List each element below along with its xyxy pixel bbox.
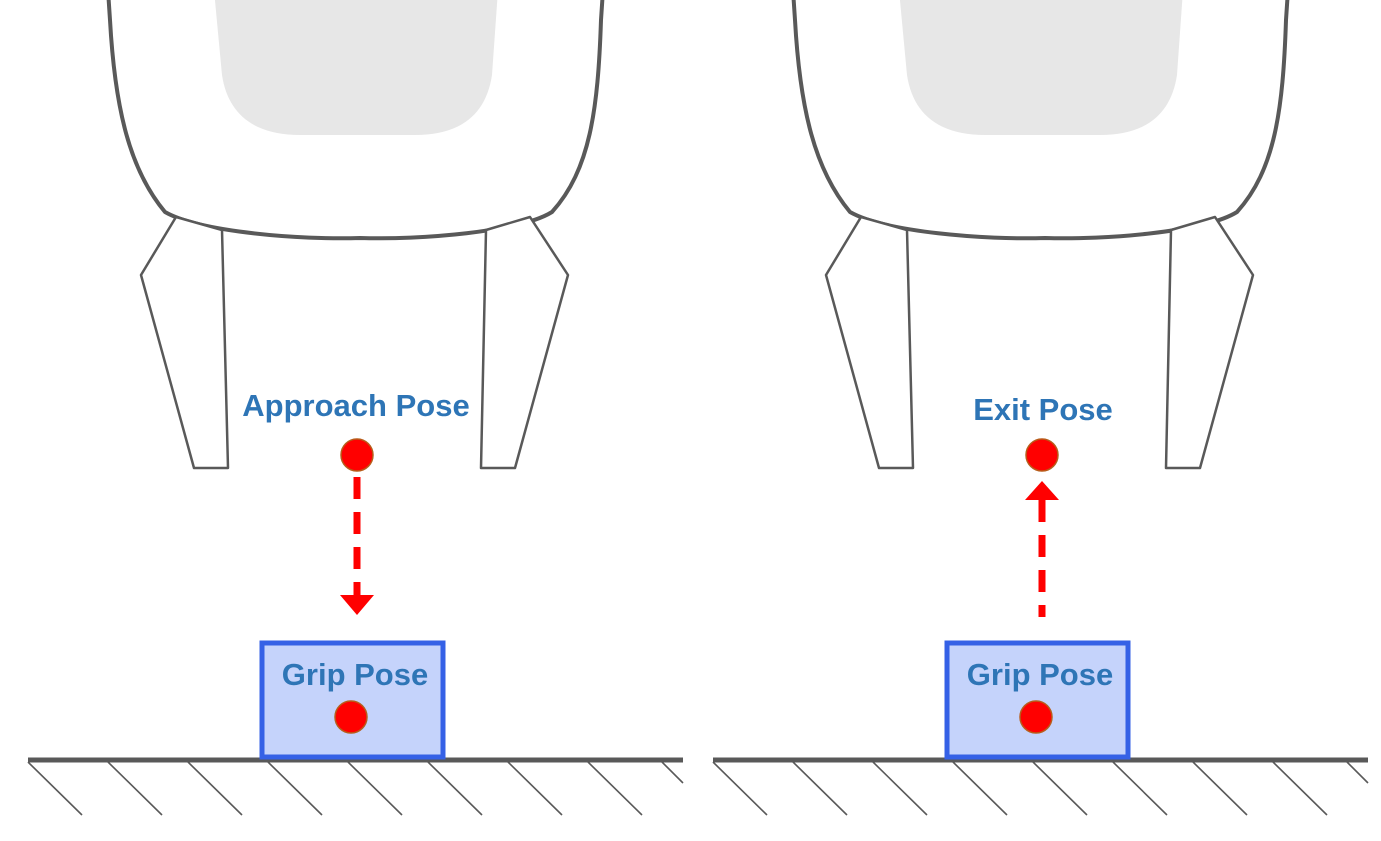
- grip-pose-point: [334, 700, 368, 734]
- object-box: [944, 640, 1131, 760]
- hatch-mark: [661, 761, 684, 784]
- exit-panel: Exit Pose Grip Pose: [712, 0, 1369, 816]
- hatch-mark: [107, 761, 163, 816]
- gripper: [106, 0, 605, 470]
- grip-pose-point: [1019, 700, 1053, 734]
- left-finger: [139, 215, 230, 470]
- hatch-mark: [792, 761, 848, 816]
- approach-panel: Approach Pose Grip Pose: [27, 0, 684, 816]
- motion-arrow-down: [340, 477, 374, 615]
- hatch-mark: [347, 761, 403, 816]
- left-finger: [824, 215, 915, 470]
- ground: [712, 757, 1369, 816]
- exit-pose-point: [1025, 438, 1059, 472]
- hatch-mark: [712, 761, 768, 816]
- hatch-mark: [1192, 761, 1248, 816]
- ground: [27, 757, 684, 816]
- grip-pose-label: Grip Pose: [282, 657, 428, 692]
- hatch-mark: [872, 761, 928, 816]
- ground-hatching: [712, 761, 1369, 816]
- hatch-mark: [1112, 761, 1168, 816]
- grip-object: Grip Pose: [259, 640, 446, 760]
- exit-pose-label: Exit Pose: [973, 392, 1113, 427]
- hatch-mark: [427, 761, 483, 816]
- right-finger: [1164, 215, 1255, 470]
- hatch-mark: [507, 761, 563, 816]
- hatch-mark: [187, 761, 243, 816]
- approach-pose-label: Approach Pose: [242, 388, 469, 423]
- grip-object: Grip Pose: [944, 640, 1131, 760]
- gripper-window: [899, 0, 1183, 135]
- gripper-window: [214, 0, 498, 135]
- hatch-mark: [952, 761, 1008, 816]
- object-box: [259, 640, 446, 760]
- right-finger: [479, 215, 570, 470]
- hatch-mark: [1032, 761, 1088, 816]
- arrow-head-down: [340, 595, 374, 615]
- hatch-mark: [587, 761, 643, 816]
- hatch-mark: [1346, 761, 1369, 784]
- arrow-head-up: [1025, 481, 1059, 500]
- ground-hatching: [27, 761, 684, 816]
- hatch-mark: [1272, 761, 1328, 816]
- motion-arrow-up: [1025, 481, 1059, 617]
- hatch-mark: [267, 761, 323, 816]
- hatch-mark: [27, 761, 83, 816]
- grip-pose-label: Grip Pose: [967, 657, 1113, 692]
- approach-pose-point: [340, 438, 374, 472]
- gripper: [791, 0, 1290, 470]
